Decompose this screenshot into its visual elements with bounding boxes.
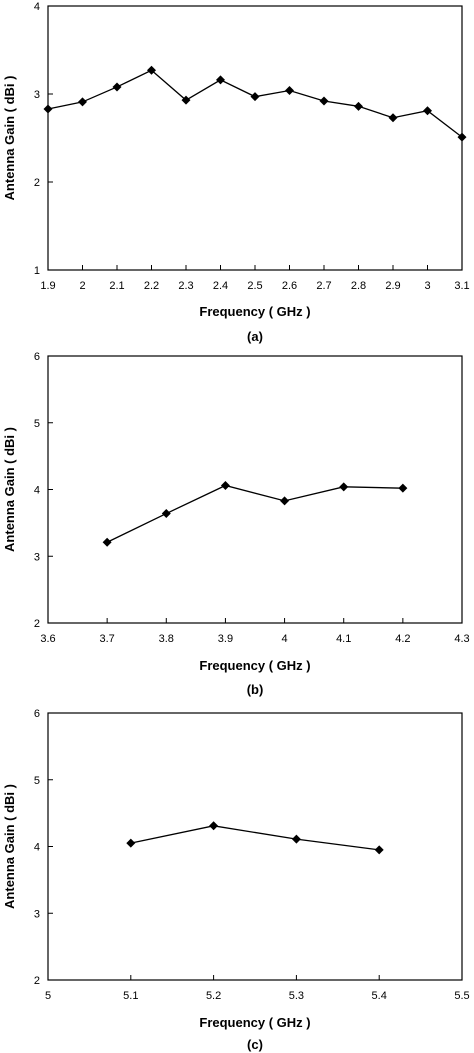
chart-panel-b: 3.6 3.7 3.8 3.9 4 4.1 4.2 4.3 2 3 4 5 6 Frequency ( G… xyxy=(2,351,470,697)
x-tick-label: 2.2 xyxy=(144,280,159,292)
x-tick-label: 4.2 xyxy=(395,633,410,645)
data-point xyxy=(423,106,432,116)
data-point xyxy=(398,483,408,493)
data-point xyxy=(126,838,136,848)
x-tick-label: 5 xyxy=(45,990,51,1002)
plot-frame xyxy=(47,712,463,981)
x-axis-title: Frequency ( GHz ) xyxy=(199,304,310,319)
x-tick-label: 2.3 xyxy=(178,280,193,292)
chart-panel-c: 5 5.1 5.2 5.3 5.4 5.5 2 3 4 5 6 Frequency ( GHz ) An… xyxy=(2,708,470,1052)
x-tick-label: 4 xyxy=(282,633,288,645)
y-tick-label: 6 xyxy=(34,708,40,720)
y-tick-label: 3 xyxy=(34,551,40,563)
data-point xyxy=(112,82,122,92)
x-tick-label: 2.7 xyxy=(316,280,331,292)
data-point xyxy=(280,496,290,506)
panel-caption: (a) xyxy=(247,329,263,344)
x-tick-label: 2.4 xyxy=(213,280,228,292)
y-tick-label: 3 xyxy=(34,908,40,920)
x-tick-label: 3.1 xyxy=(454,280,469,292)
x-tick-label: 3.8 xyxy=(159,633,174,645)
plot-frame xyxy=(47,5,463,271)
data-point xyxy=(78,97,87,107)
data-point xyxy=(457,132,467,142)
x-tick-label: 2 xyxy=(79,280,85,292)
x-tick-label: 3.7 xyxy=(99,633,114,645)
y-axis-title: Antenna Gain ( dBi ) xyxy=(2,427,17,552)
x-tick-label: 5.5 xyxy=(454,990,469,1002)
plot-frame xyxy=(47,355,463,624)
x-tick-label: 2.5 xyxy=(247,280,262,292)
data-point xyxy=(181,95,191,105)
y-tick-label: 2 xyxy=(34,975,40,987)
x-tick-label: 3.9 xyxy=(218,633,233,645)
x-tick-label: 2.9 xyxy=(385,280,400,292)
x-tick-label: 4.3 xyxy=(454,633,469,645)
y-tick-label: 6 xyxy=(34,351,40,363)
y-tick-label: 5 xyxy=(34,418,40,430)
y-tick-label: 2 xyxy=(34,177,40,189)
data-point xyxy=(285,85,294,95)
x-tick-label: 3 xyxy=(424,280,430,292)
series-line xyxy=(130,825,380,851)
data-point xyxy=(161,509,171,519)
y-tick-label: 2 xyxy=(34,618,40,630)
y-tick-label: 4 xyxy=(34,842,40,854)
panel-caption: (c) xyxy=(247,1037,263,1052)
x-tick-label: 3.6 xyxy=(40,633,55,645)
chart-panel-a: 1.9 2 2.1 2.2 2.3 2.4 2.5 2.6 2.7 2.8 2.9 3 3.1 1 2 3 4 F… xyxy=(2,1,470,344)
y-tick-label: 1 xyxy=(34,265,40,277)
panel-caption: (b) xyxy=(247,682,264,697)
x-axis-title: Frequency ( GHz ) xyxy=(199,658,310,673)
data-point xyxy=(250,92,260,102)
data-point xyxy=(43,104,53,114)
data-point xyxy=(354,101,363,111)
x-tick-label: 1.9 xyxy=(40,280,55,292)
data-point xyxy=(339,482,349,492)
series-line xyxy=(106,484,403,543)
x-tick-label: 2.6 xyxy=(282,280,297,292)
y-tick-label: 4 xyxy=(34,1,40,13)
x-tick-label: 2.1 xyxy=(109,280,124,292)
data-point xyxy=(209,821,219,831)
x-tick-label: 5.2 xyxy=(206,990,221,1002)
data-point xyxy=(147,65,156,75)
data-point xyxy=(102,537,112,547)
y-tick-label: 3 xyxy=(34,89,40,101)
x-axis-title: Frequency ( GHz ) xyxy=(199,1015,310,1030)
x-tick-label: 5.1 xyxy=(123,990,138,1002)
y-tick-label: 4 xyxy=(34,485,40,497)
data-point xyxy=(388,113,398,123)
x-tick-label: 5.3 xyxy=(289,990,304,1002)
x-tick-label: 4.1 xyxy=(336,633,351,645)
data-point xyxy=(291,834,301,844)
y-tick-label: 5 xyxy=(34,775,40,787)
x-tick-label: 5.4 xyxy=(372,990,387,1002)
data-point xyxy=(220,481,230,490)
x-tick-label: 2.8 xyxy=(351,280,366,292)
data-point xyxy=(216,75,225,85)
data-point xyxy=(319,96,329,106)
y-axis-title: Antenna Gain ( dBi ) xyxy=(2,76,17,201)
data-point xyxy=(374,845,384,855)
y-axis-title: Antenna Gain ( dBi ) xyxy=(2,784,17,909)
